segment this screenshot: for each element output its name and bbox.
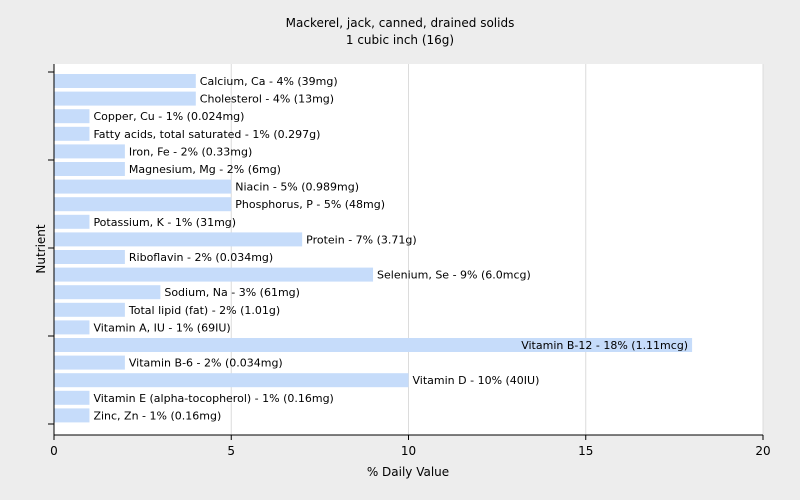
- bar-label: Total lipid (fat) - 2% (1.01g): [128, 304, 280, 317]
- bar: [54, 214, 90, 229]
- bar: [54, 144, 125, 159]
- bar: [54, 390, 90, 405]
- bar: [54, 267, 374, 282]
- grid-lines: [230, 64, 764, 435]
- bar-label: Fatty acids, total saturated - 1% (0.297…: [93, 128, 320, 141]
- bar-label: Potassium, K - 1% (31mg): [93, 216, 236, 229]
- y-axis-label: Nutrient: [34, 224, 48, 274]
- bar-label: Riboflavin - 2% (0.034mg): [129, 251, 273, 264]
- x-axis-label: % Daily Value: [367, 465, 449, 479]
- bar: [54, 355, 125, 370]
- x-tick-label: 20: [755, 444, 770, 458]
- bar-label: Copper, Cu - 1% (0.024mg): [93, 110, 244, 123]
- bar-label: Vitamin B-6 - 2% (0.034mg): [129, 357, 283, 370]
- bar: [54, 91, 196, 106]
- chart-subtitle: 1 cubic inch (16g): [346, 33, 454, 47]
- chart-title: Mackerel, jack, canned, drained solids: [286, 16, 515, 30]
- x-tick-label: 0: [50, 444, 58, 458]
- bar: [54, 232, 303, 247]
- bar: [54, 373, 409, 388]
- x-tick-label: 10: [401, 444, 416, 458]
- x-tick-label: 15: [578, 444, 593, 458]
- bar-label: Niacin - 5% (0.989mg): [235, 181, 359, 194]
- bar-label: Vitamin B-12 - 18% (1.11mcg): [521, 339, 688, 352]
- bar-label: Selenium, Se - 9% (6.0mcg): [377, 269, 531, 282]
- bars: [54, 74, 693, 423]
- bar: [54, 302, 125, 317]
- bar-labels: Calcium, Ca - 4% (39mg) Cholesterol - 4% …: [93, 75, 688, 422]
- bar: [54, 126, 90, 141]
- bar: [54, 320, 90, 335]
- bar: [54, 179, 232, 194]
- bar: [54, 197, 232, 212]
- bar: [54, 109, 90, 124]
- x-tick-label: 5: [227, 444, 235, 458]
- bar-label: Zinc, Zn - 1% (0.16mg): [93, 409, 221, 422]
- bar: [54, 285, 161, 300]
- bar-label: Vitamin A, IU - 1% (69IU): [93, 321, 230, 334]
- bar: [54, 162, 125, 176]
- bar-label: Sodium, Na - 3% (61mg): [164, 286, 300, 299]
- bar-label: Vitamin E (alpha-tocopherol) - 1% (0.16m…: [93, 392, 333, 405]
- bar: [54, 74, 196, 88]
- bar-label: Phosphorus, P - 5% (48mg): [235, 198, 385, 211]
- bar-label: Cholesterol - 4% (13mg): [200, 93, 334, 106]
- bar: [54, 250, 125, 264]
- bar-label: Protein - 7% (3.71g): [306, 233, 417, 246]
- axes: 0 5 10 15 20: [48, 64, 771, 458]
- bar-label: Vitamin D - 10% (40IU): [413, 374, 540, 387]
- bar: [54, 408, 90, 423]
- bar-label: Calcium, Ca - 4% (39mg): [200, 75, 338, 88]
- bar-label: Magnesium, Mg - 2% (6mg): [129, 163, 281, 176]
- bar-label: Iron, Fe - 2% (0.33mg): [129, 145, 252, 158]
- bar: [54, 338, 693, 352]
